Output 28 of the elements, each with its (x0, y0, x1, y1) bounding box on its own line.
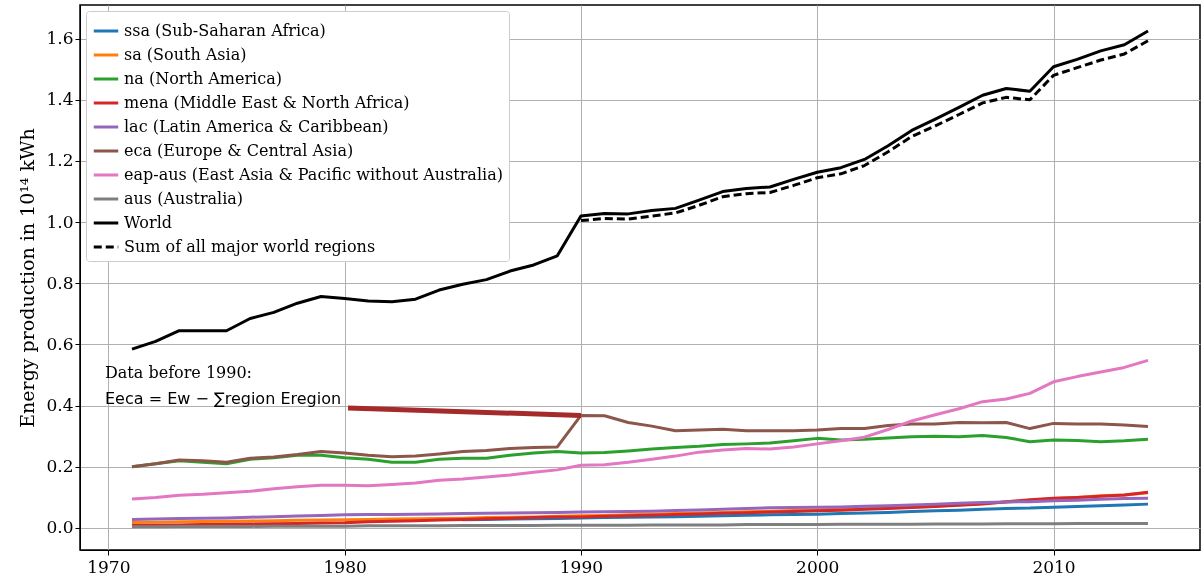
x-tick-label: 1980 (323, 556, 367, 577)
x-tick-label: 2010 (1032, 556, 1076, 577)
y-tick-label: 0.6 (46, 333, 74, 354)
y-tick-label: 1.2 (46, 150, 74, 171)
legend-label: na (North America) (124, 69, 282, 88)
y-tick-label: 1.6 (46, 28, 74, 49)
y-tick-label: 0.8 (46, 272, 74, 293)
legend-label: mena (Middle East & North Africa) (124, 93, 410, 112)
legend-label: Sum of all major world regions (124, 237, 376, 256)
legend-label: ssa (Sub-Saharan Africa) (124, 21, 326, 40)
legend-label: World (124, 213, 172, 232)
legend-label: aus (Australia) (124, 189, 244, 208)
y-tick-label: 1.4 (46, 89, 74, 110)
y-axis-title: Energy production in 10¹⁴ kWh (16, 128, 39, 428)
y-tick-label: 0.2 (46, 456, 74, 477)
x-tick-label: 1990 (559, 556, 604, 577)
x-tick-label: 2000 (796, 556, 840, 577)
x-tick-label: 1970 (87, 556, 131, 577)
legend-label: eca (Europe & Central Asia) (124, 141, 354, 160)
y-tick-label: 0.4 (46, 395, 74, 416)
annotation: Data before 1990: (105, 363, 252, 382)
y-tick-label: 1.0 (46, 211, 74, 232)
legend-label: eap-aus (East Asia & Pacific without Australia) (124, 165, 503, 184)
annotation: Eeca = Ew − ∑region Eregion (105, 389, 342, 408)
y-tick-label: 0.0 (46, 517, 74, 538)
legend-label: lac (Latin America & Caribbean) (124, 117, 389, 136)
line-series (130, 413, 1150, 469)
legend-label: sa (South Asia) (124, 45, 247, 64)
